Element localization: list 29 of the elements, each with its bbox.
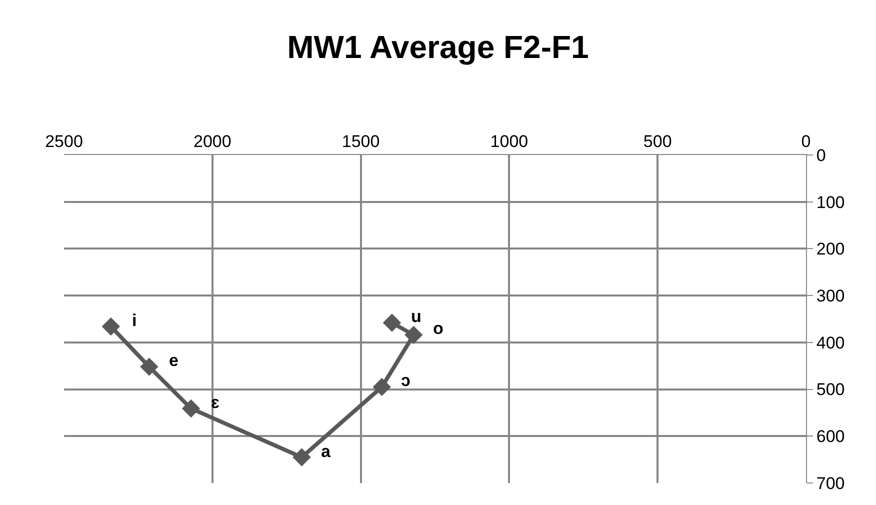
x-tick-label: 0 [801, 132, 811, 152]
point [140, 358, 158, 376]
annotation: a [321, 442, 331, 461]
annotation: e [169, 351, 178, 370]
y-tick-label: 500 [816, 380, 845, 400]
annotation: u [411, 307, 422, 326]
point [404, 326, 423, 344]
y-tick-label: 300 [816, 286, 845, 306]
y-tick-label: 200 [816, 240, 845, 259]
annotation: o [433, 319, 444, 338]
y-tick-label: 700 [816, 474, 845, 493]
annotation: ɛ [211, 393, 220, 412]
y-tick-label: 400 [816, 333, 845, 352]
chart-title: MW1 Average F2-F1 [287, 28, 589, 65]
y-tick-label: 100 [816, 192, 845, 212]
annotation: ɔ [401, 371, 410, 390]
x-tick-label: 2500 [45, 132, 83, 152]
point [292, 448, 311, 466]
y-tick-label: 0 [816, 146, 826, 165]
point [182, 399, 200, 418]
x-tick-label: 2000 [193, 132, 232, 152]
x-tick-label: 500 [643, 132, 672, 152]
point [102, 317, 120, 336]
x-tick-label: 1500 [342, 132, 380, 152]
annotation: i [132, 311, 137, 330]
y-tick-label: 600 [816, 427, 845, 446]
point [372, 378, 391, 396]
point [382, 314, 402, 332]
x-tick-label: 1000 [490, 132, 528, 152]
